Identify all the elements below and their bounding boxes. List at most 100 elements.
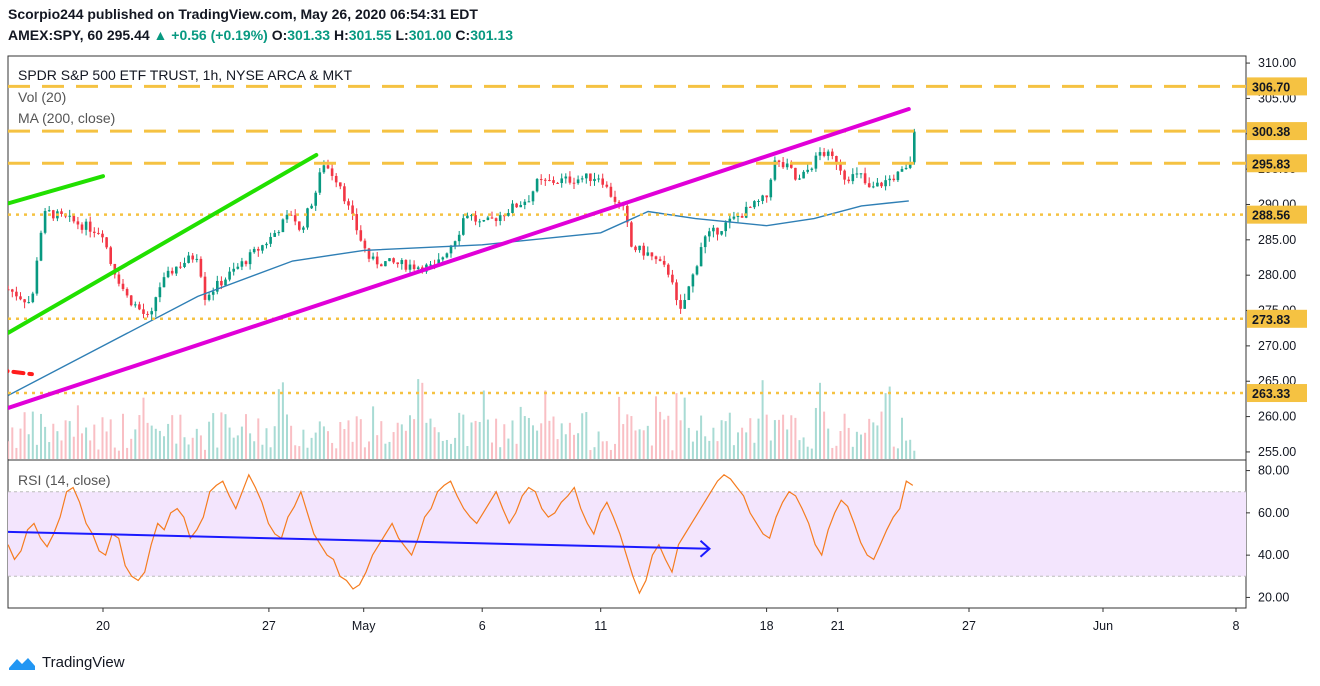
candle-body (52, 210, 55, 219)
volume-bar (158, 430, 161, 459)
volume-bar (228, 427, 231, 459)
candle-body (900, 169, 904, 172)
volume-bar (396, 422, 399, 459)
volume-bar (605, 441, 608, 459)
level-label: 306.70 (1252, 80, 1290, 94)
volume-bar (655, 396, 657, 459)
candle-body (761, 195, 764, 201)
candle-body (76, 221, 80, 225)
volume-bar (708, 440, 711, 459)
candle-body (273, 233, 276, 237)
candle-body (170, 270, 174, 274)
rsi-tick-label: 60.00 (1258, 506, 1289, 520)
volume-bar (466, 446, 469, 459)
volume-bar (52, 423, 55, 459)
rsi-band (8, 491, 1246, 577)
volume-bar (876, 425, 879, 459)
volume-bar (515, 443, 518, 459)
volume-bar (40, 413, 42, 459)
level-label-bg (1247, 309, 1307, 328)
candle-body (683, 300, 686, 309)
volume-bar (700, 415, 703, 459)
rsi-axis[interactable]: 80.00 60.00 40.00 20.00 (1246, 464, 1289, 605)
volume-bar (880, 411, 883, 459)
volume-bar (208, 421, 211, 459)
candle-body (876, 182, 879, 187)
volume-bar (35, 444, 38, 459)
volume-bar (294, 445, 297, 459)
candle-body (162, 277, 166, 288)
candle-body (818, 152, 822, 156)
candle-body (318, 172, 322, 193)
volume-bar (794, 417, 797, 459)
volume-bar (339, 422, 342, 459)
volume-bar (650, 445, 653, 459)
time-axis[interactable]: 20 27 May 6 11 18 21 27 Jun 8 (96, 608, 1240, 633)
candle-body (847, 179, 850, 182)
volume-bar (905, 440, 908, 459)
candle-body (880, 182, 883, 187)
candle-body (437, 259, 440, 265)
candle-body (375, 256, 379, 265)
volume-bar (827, 428, 830, 459)
volume-bar (745, 432, 748, 459)
time-tick-label: 27 (962, 619, 976, 633)
volume-bar (589, 450, 592, 459)
volume-bar (409, 415, 411, 459)
candle-body (851, 174, 855, 182)
volume-bar (675, 393, 678, 459)
candle-body (359, 230, 363, 241)
volume-bar (786, 429, 789, 459)
candle-body (195, 258, 199, 260)
candle-body (658, 259, 662, 261)
volume-bar (310, 437, 313, 459)
candle-body (507, 212, 510, 216)
candle-body (84, 221, 88, 230)
level-label-bg (1247, 205, 1307, 224)
volume-bar (560, 423, 563, 459)
volume-bar (556, 439, 559, 459)
candle-body (617, 201, 621, 203)
volume-bar (286, 414, 288, 459)
candle-body (740, 215, 744, 218)
volume-bar (72, 436, 75, 459)
volume-bar (884, 393, 887, 459)
candle-body (724, 222, 727, 232)
legend-volume: Vol (20) (18, 89, 66, 105)
candle-body (482, 219, 486, 222)
volume-bar (429, 418, 432, 459)
candle-body (757, 200, 760, 202)
rsi-tick-label: 40.00 (1258, 548, 1289, 562)
trendlines[interactable] (0, 107, 911, 438)
candle-body (31, 293, 35, 303)
candle-body (703, 236, 707, 248)
candle-body (753, 201, 756, 208)
volume-bar (146, 422, 149, 459)
tradingview-logo[interactable]: TradingView (8, 654, 125, 671)
volume-bar (454, 437, 457, 459)
candle-body (252, 248, 256, 253)
volume-bar (109, 419, 112, 459)
candle-body (576, 179, 580, 184)
volume-bar (277, 389, 280, 459)
rsi-trendline[interactable] (8, 530, 712, 558)
candle-body (781, 162, 785, 168)
volume-bar (421, 382, 424, 459)
volume-bar (568, 422, 571, 459)
candle-body (11, 289, 14, 292)
volume-bar (76, 405, 79, 459)
candle-body (457, 234, 461, 242)
candle-body (150, 311, 153, 315)
volume-bar (773, 420, 776, 459)
volume-bar (802, 437, 805, 459)
price-tick-label: 270.00 (1258, 339, 1296, 353)
candle-body (884, 180, 887, 187)
candle-body (601, 178, 604, 185)
candle-body (109, 247, 112, 264)
volume-bar (782, 414, 785, 459)
candle-body (355, 214, 358, 231)
level-label: 288.56 (1252, 209, 1290, 223)
candle-body (412, 264, 416, 270)
candle-body (129, 295, 133, 306)
